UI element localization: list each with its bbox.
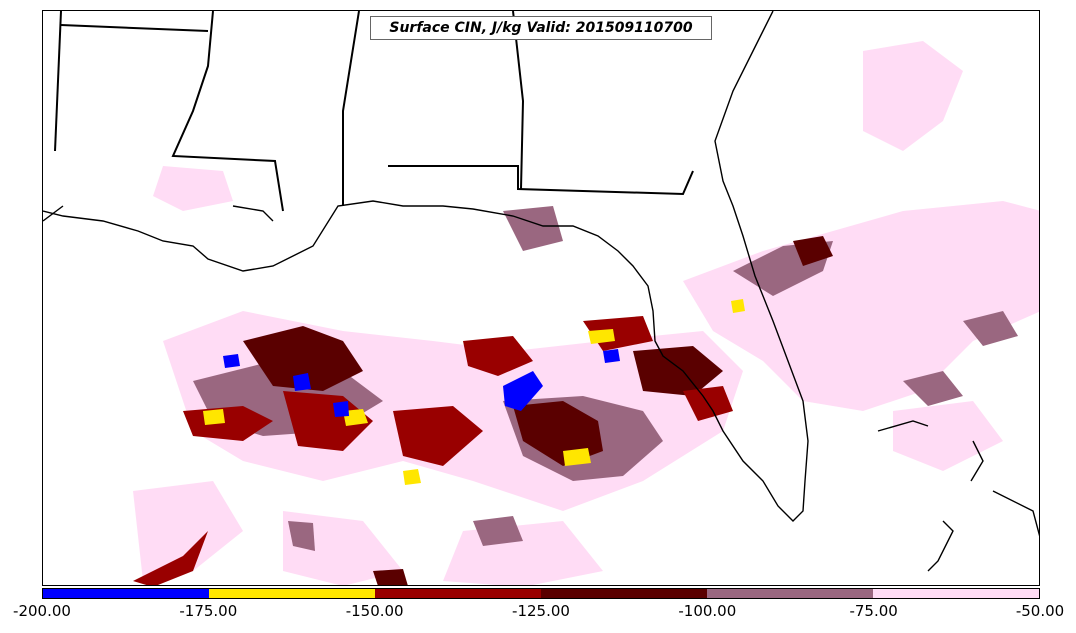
colorbar-segment bbox=[707, 589, 873, 598]
colorbar-tick-label: -100.00 bbox=[678, 602, 737, 620]
colorbar-segment bbox=[209, 589, 375, 598]
colorbar-segment bbox=[375, 589, 541, 598]
cin-field-maroon bbox=[133, 316, 733, 585]
cin-field-light-pink bbox=[133, 41, 1039, 585]
cin-field-blue bbox=[223, 349, 620, 417]
colorbar-tick-label: -50.00 bbox=[1015, 602, 1065, 620]
colorbar-segment bbox=[873, 589, 1039, 598]
colorbar-tick-label: -200.00 bbox=[13, 602, 71, 620]
colorbar-segment bbox=[541, 589, 707, 598]
state-borders bbox=[54, 11, 694, 212]
cin-field-dark-maroon bbox=[243, 236, 833, 585]
cin-field-yellow bbox=[203, 299, 745, 485]
colorbar-tick-label: -150.00 bbox=[345, 602, 404, 620]
coastlines bbox=[43, 11, 1039, 572]
colorbar-segment bbox=[43, 589, 209, 598]
map-panel bbox=[42, 10, 1040, 586]
colorbar-tick-label: -125.00 bbox=[512, 602, 570, 620]
colorbar bbox=[42, 588, 1040, 599]
colorbar-tick-label: -75.00 bbox=[849, 602, 898, 620]
colorbar-tick-label: -175.00 bbox=[179, 602, 238, 620]
map-title: Surface CIN, J/kg Valid: 201509110700 bbox=[370, 16, 712, 40]
